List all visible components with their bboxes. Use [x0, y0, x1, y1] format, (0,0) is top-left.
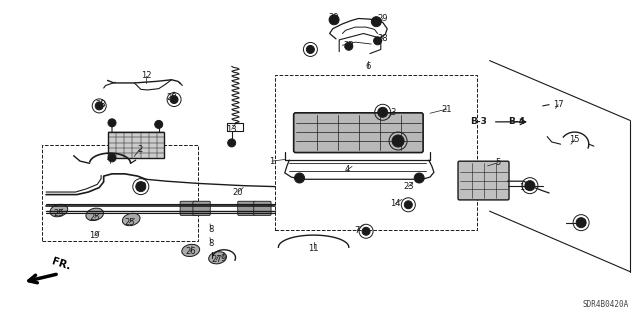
Circle shape: [95, 102, 103, 110]
Text: 25: 25: [124, 218, 134, 227]
Circle shape: [228, 139, 236, 147]
Text: 9: 9: [220, 254, 225, 263]
FancyBboxPatch shape: [237, 201, 255, 215]
Text: 15: 15: [570, 135, 580, 144]
Text: 12: 12: [141, 71, 151, 80]
Circle shape: [345, 42, 353, 50]
FancyBboxPatch shape: [253, 201, 271, 215]
Text: 24: 24: [393, 137, 403, 145]
Text: 2: 2: [137, 145, 142, 154]
Text: 14: 14: [390, 199, 401, 208]
Text: 23: 23: [403, 182, 413, 191]
Text: 28: 28: [96, 100, 106, 109]
FancyBboxPatch shape: [294, 113, 423, 152]
Text: 28: 28: [344, 41, 354, 50]
Text: 28: 28: [166, 93, 177, 102]
Ellipse shape: [50, 204, 68, 217]
Text: 5: 5: [495, 158, 500, 167]
Text: 21: 21: [442, 105, 452, 114]
Circle shape: [378, 107, 388, 117]
Text: 29: 29: [329, 13, 339, 22]
Text: 22: 22: [137, 182, 147, 191]
Circle shape: [414, 173, 424, 183]
FancyBboxPatch shape: [193, 201, 211, 215]
Circle shape: [108, 119, 116, 127]
Text: 19: 19: [90, 231, 100, 240]
Text: SDR4B0420A: SDR4B0420A: [582, 300, 628, 309]
Text: 4: 4: [345, 165, 350, 174]
Text: 18: 18: [576, 219, 586, 228]
Circle shape: [576, 218, 586, 228]
FancyBboxPatch shape: [458, 161, 509, 200]
Text: 11: 11: [308, 244, 319, 253]
Circle shape: [329, 15, 339, 25]
Circle shape: [525, 181, 535, 191]
Text: B-3: B-3: [470, 117, 487, 126]
Text: 1: 1: [269, 157, 275, 166]
Text: 26: 26: [186, 247, 196, 256]
Text: 20: 20: [233, 188, 243, 197]
Circle shape: [374, 37, 381, 45]
Bar: [42, 145, 198, 241]
FancyBboxPatch shape: [180, 201, 198, 215]
Ellipse shape: [182, 244, 200, 256]
Circle shape: [371, 17, 381, 27]
Ellipse shape: [122, 213, 140, 226]
Text: 13: 13: [227, 125, 237, 134]
Text: 8: 8: [209, 239, 214, 248]
Circle shape: [362, 227, 370, 235]
Text: 27: 27: [211, 256, 221, 264]
Text: 29: 29: [378, 14, 388, 23]
Circle shape: [108, 154, 116, 162]
Text: 17: 17: [553, 100, 563, 109]
Circle shape: [136, 182, 146, 192]
Text: 6: 6: [365, 63, 371, 71]
Text: 25: 25: [90, 213, 100, 222]
Circle shape: [170, 95, 178, 104]
Ellipse shape: [86, 208, 104, 221]
Text: 25: 25: [54, 209, 64, 218]
Circle shape: [392, 135, 404, 147]
Bar: [275, 75, 477, 230]
Text: 7: 7: [355, 226, 360, 235]
Text: FR.: FR.: [50, 256, 72, 272]
Text: 8: 8: [209, 225, 214, 234]
Text: 16: 16: [520, 183, 530, 192]
Text: 28: 28: [378, 34, 388, 43]
Bar: [108, 132, 164, 158]
Circle shape: [404, 201, 412, 209]
Circle shape: [294, 173, 305, 183]
Circle shape: [307, 45, 314, 54]
Text: 10: 10: [105, 153, 115, 162]
Text: 3: 3: [390, 108, 396, 117]
Text: B-4: B-4: [509, 117, 525, 126]
Circle shape: [155, 120, 163, 129]
Ellipse shape: [209, 252, 227, 264]
